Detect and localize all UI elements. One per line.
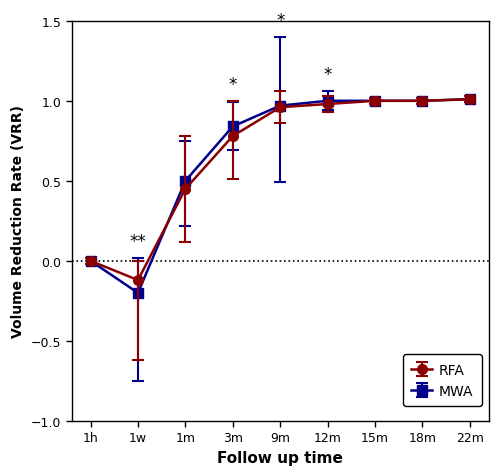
Text: *: * xyxy=(324,66,332,84)
Text: *: * xyxy=(228,76,237,94)
X-axis label: Follow up time: Follow up time xyxy=(218,450,343,465)
Text: **: ** xyxy=(130,232,146,250)
Y-axis label: Volume Reduction Rate (VRR): Volume Reduction Rate (VRR) xyxy=(11,105,25,337)
Legend: RFA, MWA: RFA, MWA xyxy=(403,355,482,406)
Text: *: * xyxy=(276,12,284,30)
